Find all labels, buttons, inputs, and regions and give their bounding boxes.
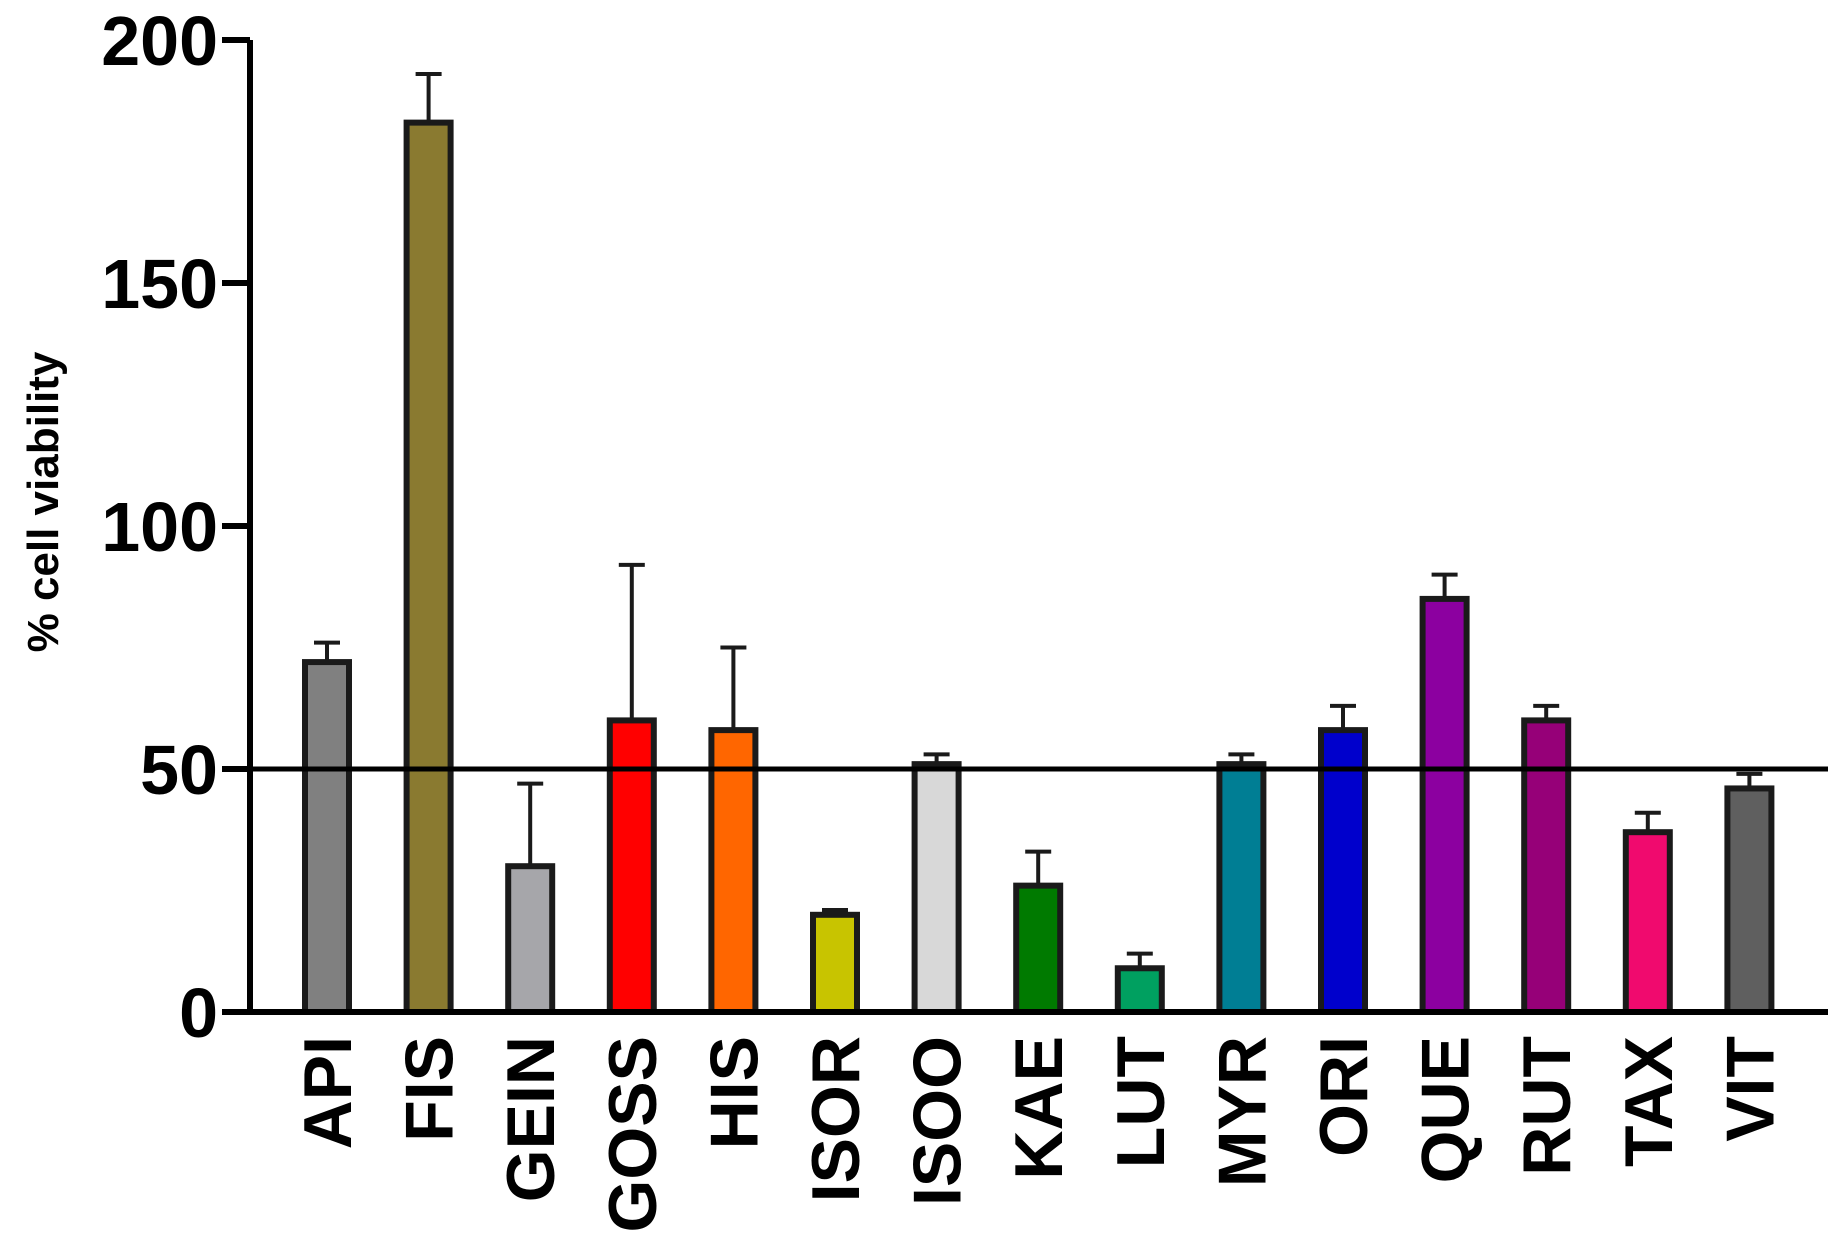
x-tick-label-isoo: ISOO: [900, 1036, 976, 1206]
bar-kae: [1013, 882, 1064, 1016]
bars: [302, 119, 1775, 1016]
x-tick-label-myr: MYR: [1204, 1036, 1280, 1187]
x-tick-label-gein: GEIN: [493, 1036, 569, 1202]
x-tick-label-kae: KAE: [1001, 1036, 1077, 1180]
bar-isor: [810, 911, 860, 1015]
y-axis-title: % cell viability: [19, 351, 68, 652]
x-axis-category-labels: API FIS GEIN GOSS HIS ISOR ISOO KAE LUT MYR ORI QUE…: [290, 1036, 1788, 1233]
x-tick-label-fis: FIS: [392, 1036, 468, 1142]
bar-gein: [505, 863, 556, 1016]
y-tick-label: 50: [140, 731, 218, 809]
bar-myr: [1216, 761, 1267, 1016]
y-tick-label: 150: [101, 245, 218, 323]
bar-isoo: [911, 761, 962, 1016]
bar-fis: [403, 119, 454, 1016]
x-tick-label-api: API: [290, 1036, 366, 1149]
y-axis-ticks: 0 50 100 150 200: [101, 2, 250, 1052]
bar-tax: [1622, 829, 1673, 1015]
x-tick-label-isor: ISOR: [798, 1036, 874, 1202]
y-tick-label: 0: [179, 974, 218, 1052]
bar-rut: [1521, 717, 1572, 1016]
x-tick-label-que: QUE: [1408, 1036, 1484, 1183]
bar-his: [708, 727, 759, 1015]
x-tick-label-goss: GOSS: [595, 1036, 671, 1233]
y-tick-label: 100: [101, 488, 218, 566]
x-tick-label-ori: ORI: [1306, 1036, 1382, 1157]
bar-que: [1419, 595, 1470, 1016]
x-tick-label-tax: TAX: [1611, 1036, 1687, 1167]
bar-ori: [1318, 727, 1368, 1015]
x-tick-label-lut: LUT: [1103, 1036, 1179, 1168]
bar-goss: [606, 717, 657, 1016]
bar-api: [302, 659, 352, 1016]
bar-vit: [1724, 785, 1775, 1015]
error-bars: [314, 72, 1763, 969]
x-tick-label-rut: RUT: [1509, 1036, 1585, 1176]
x-tick-label-his: HIS: [696, 1036, 772, 1149]
y-tick-label: 200: [101, 2, 218, 80]
x-tick-label-vit: VIT: [1712, 1036, 1788, 1142]
bar-lut: [1114, 965, 1165, 1016]
